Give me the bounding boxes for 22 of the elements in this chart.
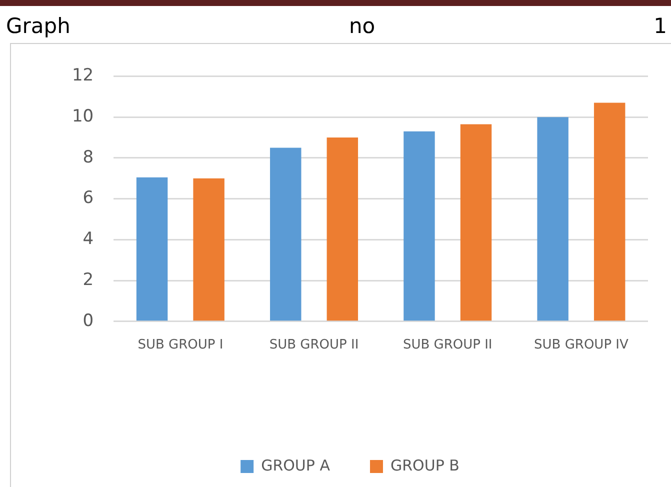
- legend-label: GROUP A: [261, 456, 331, 474]
- chart-title: Graph no 1: [6, 14, 667, 38]
- bar: [537, 117, 568, 321]
- y-tick-label: 10: [72, 106, 94, 126]
- x-tick-label: SUB GROUP II: [269, 338, 359, 353]
- y-tick-label: 2: [82, 270, 94, 290]
- x-tick-label: SUB GROUP I: [138, 338, 224, 353]
- bar: [460, 124, 492, 321]
- y-tick-label: 4: [82, 229, 94, 250]
- x-tick-label: SUB GROUP II: [402, 338, 492, 353]
- y-tick-label: 12: [72, 66, 94, 86]
- bar: [326, 138, 358, 321]
- bar: [404, 131, 435, 321]
- legend-label: GROUP B: [390, 456, 460, 474]
- bar: [193, 178, 224, 321]
- bar: [270, 148, 302, 321]
- y-tick-label: 6: [82, 188, 94, 208]
- bar: [136, 177, 168, 321]
- y-tick-label: 8: [82, 147, 94, 168]
- x-tick-label: SUB GROUP IV: [534, 338, 628, 353]
- y-tick-label: 0: [82, 310, 94, 331]
- bar: [594, 102, 626, 321]
